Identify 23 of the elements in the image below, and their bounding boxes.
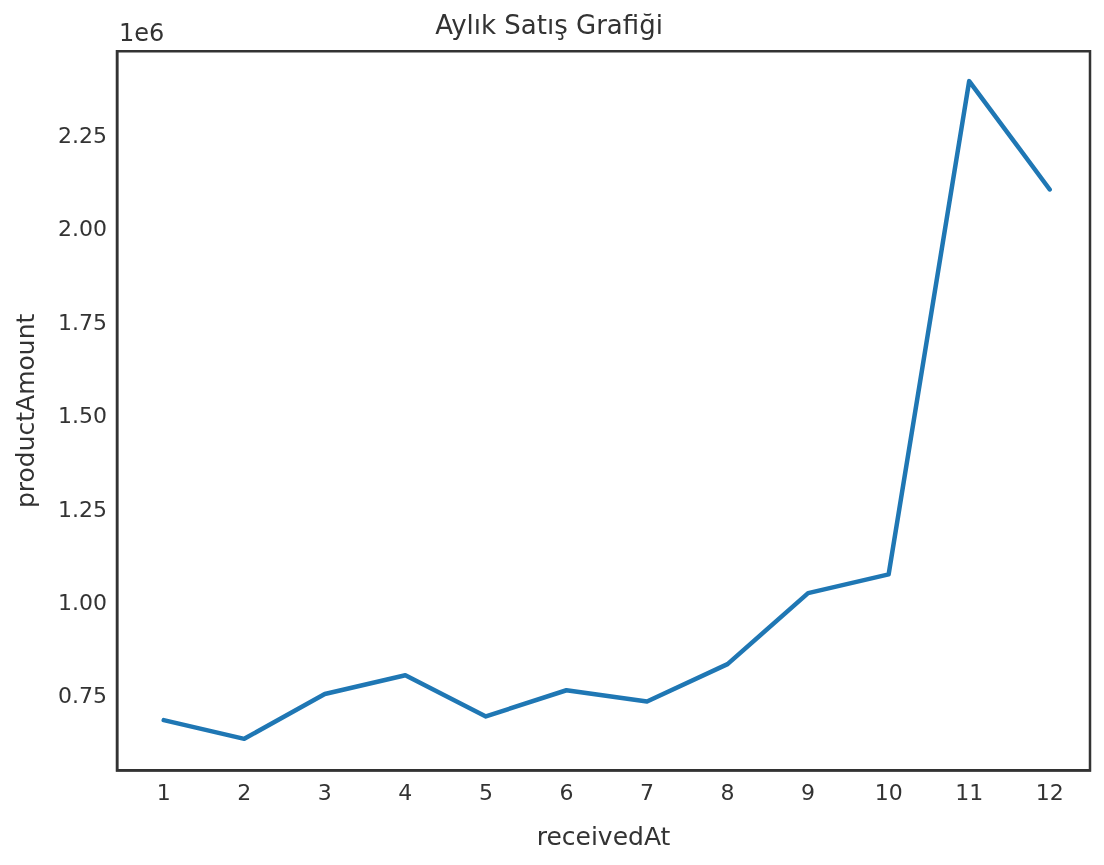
text: 1e6 [118,19,165,48]
x-tick-label: 8 [720,779,735,805]
x-tick-label: 3 [317,779,332,805]
x-tick-label: 11 [955,779,984,805]
y-tick-label: 2.25 [58,122,107,148]
x-tick-label: 2 [237,779,252,805]
chart-title: Aylık Satış Grafiği [435,10,663,41]
x-tick-label: 4 [398,779,413,805]
x-tick-label: 6 [559,779,574,805]
x-tick-label: 9 [801,779,816,805]
x-tick-label: 10 [874,779,903,805]
x-axis-title: receivedAt [536,821,671,851]
y-tick-label: 0.75 [58,683,107,709]
y-tick-label: 1.00 [58,590,107,616]
y-tick-label: 1.75 [58,309,107,335]
y-tick-label: 2.00 [58,216,107,242]
x-tick-label: 5 [478,779,493,805]
x-tick-label: 12 [1035,779,1064,805]
y-axis-title: productAmount [10,313,40,509]
y-tick-label: 1.50 [58,403,107,429]
x-tick-label: 1 [156,779,171,805]
y-tick-label: 1.25 [58,496,107,522]
x-tick-label: 7 [639,779,654,805]
